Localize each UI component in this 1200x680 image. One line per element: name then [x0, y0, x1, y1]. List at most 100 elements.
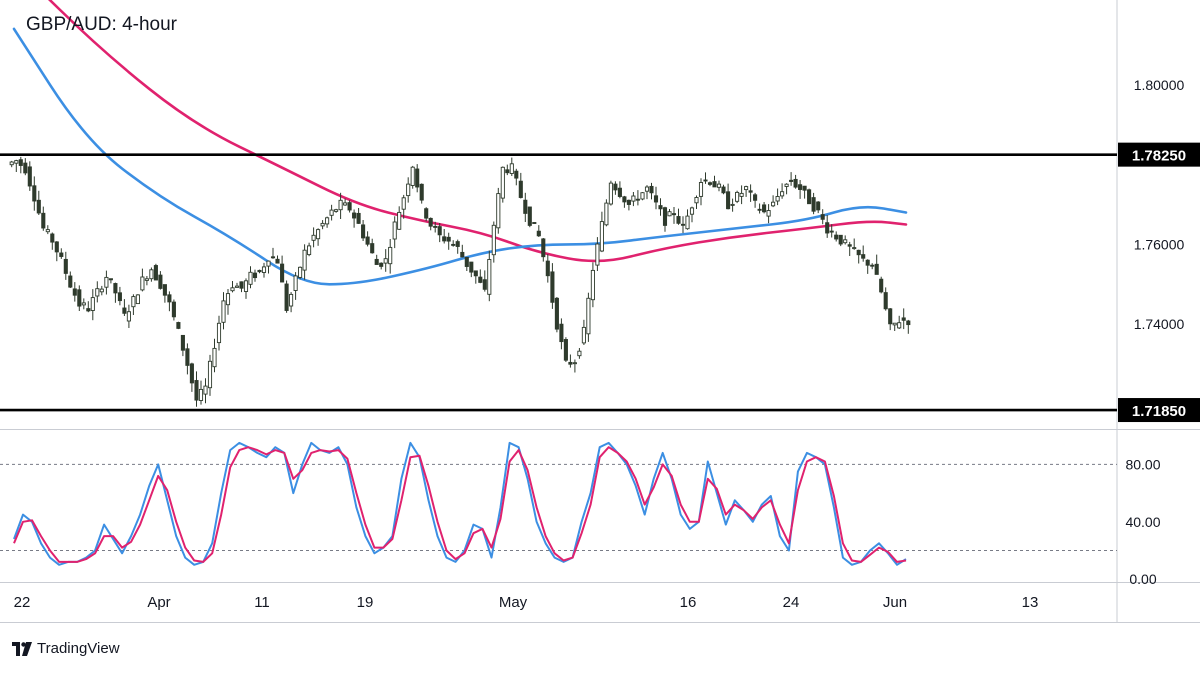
candle-body	[419, 183, 424, 201]
candle	[536, 225, 541, 237]
candle-body	[780, 191, 785, 197]
candle	[185, 343, 190, 375]
candle	[730, 198, 735, 212]
time-tick-label: May	[499, 594, 528, 611]
candle	[649, 182, 654, 200]
candle-body	[311, 234, 316, 241]
candle	[248, 266, 253, 289]
candle	[428, 217, 433, 231]
candle-body	[478, 276, 483, 283]
candle	[500, 166, 505, 203]
candle	[302, 244, 307, 280]
level-label-box-2	[1118, 398, 1200, 423]
candle-body	[730, 203, 735, 206]
stochastic-line-2	[13, 446, 907, 563]
candle-body	[298, 266, 303, 278]
candle-body	[126, 311, 131, 322]
candle	[153, 263, 158, 281]
candle-body	[424, 208, 429, 219]
candle-body	[158, 274, 163, 289]
candle	[329, 204, 334, 221]
candle-body	[216, 322, 222, 344]
candle-body	[338, 199, 343, 211]
candle	[897, 315, 902, 329]
candle	[680, 216, 686, 233]
candle	[54, 241, 59, 262]
candle	[689, 206, 695, 223]
candle-body	[523, 199, 528, 214]
candle	[518, 172, 523, 199]
candle-body	[581, 326, 586, 344]
candle-body	[275, 258, 280, 264]
candle-body	[437, 226, 442, 236]
candle-body	[712, 181, 717, 188]
candle-body	[442, 236, 447, 242]
candle	[379, 262, 384, 270]
candle-body	[518, 180, 523, 198]
time-tick-label: 13	[1022, 594, 1039, 611]
candle	[635, 190, 640, 206]
candle	[879, 276, 884, 294]
candle-body	[568, 361, 573, 365]
candle	[162, 284, 167, 303]
candle-body	[703, 179, 708, 182]
candle	[653, 186, 659, 210]
candle	[230, 281, 235, 293]
candle	[829, 224, 834, 238]
stochastic-tick-label: 0.00	[1129, 571, 1156, 587]
candle-body	[798, 184, 803, 190]
candle	[590, 262, 595, 308]
chart-frame	[0, 0, 1200, 623]
candle	[167, 291, 172, 312]
candle-body	[762, 204, 767, 213]
candle-body	[753, 194, 758, 201]
candle-body	[847, 244, 852, 247]
candle	[478, 269, 483, 284]
candle-body	[906, 320, 911, 326]
candle	[514, 168, 519, 186]
candle	[365, 231, 370, 247]
candle-body	[455, 241, 460, 247]
candle-body	[469, 261, 474, 273]
candle	[433, 221, 438, 233]
tradingview-branding[interactable]: TradingView	[12, 640, 120, 657]
candle-body	[640, 192, 645, 200]
candle-body	[370, 243, 375, 254]
stochastic-lines	[13, 441, 907, 566]
candle	[23, 158, 28, 176]
candle	[586, 292, 591, 342]
candle	[176, 321, 181, 330]
price-axis: 1.78250 1.71850 1.80000 1.76000 1.74000	[1118, 77, 1200, 423]
candle	[762, 202, 767, 214]
candle-body	[721, 186, 726, 194]
candle-body	[658, 205, 663, 210]
candle-body	[383, 258, 388, 264]
candle	[487, 250, 492, 302]
candle-body	[595, 243, 600, 266]
candle-body	[671, 213, 677, 216]
candle-body	[451, 243, 456, 246]
candle-body	[293, 275, 298, 291]
candle	[140, 268, 145, 292]
candle	[275, 255, 280, 264]
candle-body	[428, 217, 433, 227]
candle	[424, 207, 429, 222]
candle	[68, 271, 73, 288]
candle	[261, 262, 267, 278]
candle-body	[50, 233, 55, 243]
candle	[811, 192, 816, 215]
brand-name: TradingView	[37, 640, 120, 657]
candle-body	[649, 185, 654, 194]
candle-body	[667, 211, 672, 217]
candle	[9, 160, 14, 168]
stochastic-pane	[0, 441, 1117, 566]
candle	[352, 209, 357, 228]
candle-body	[14, 160, 19, 164]
candle	[221, 292, 226, 330]
time-tick-label: 11	[254, 594, 270, 611]
candle-body	[397, 211, 402, 230]
candle-body	[784, 183, 789, 187]
candle	[410, 165, 415, 189]
candle-body	[726, 191, 731, 210]
candle-body	[888, 308, 893, 325]
